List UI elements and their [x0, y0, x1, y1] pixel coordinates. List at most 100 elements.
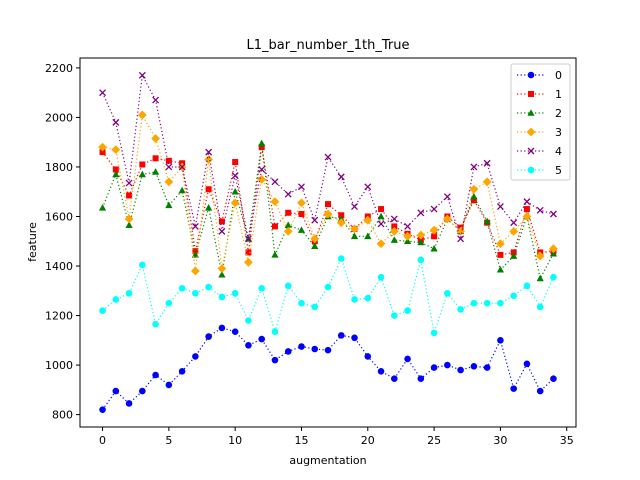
legend-marker [527, 166, 535, 174]
data-point [376, 239, 386, 249]
data-point [523, 206, 530, 213]
data-point [139, 261, 146, 269]
legend-marker [527, 147, 535, 155]
y-axis: 800 1000 1200 1400 1600 1800 2000 2200 [45, 62, 80, 422]
data-point [324, 283, 332, 291]
data-point [298, 183, 305, 191]
data-point [137, 110, 147, 120]
data-point [165, 381, 173, 389]
data-point [139, 387, 146, 395]
data-point [204, 155, 214, 164]
data-point [337, 173, 345, 181]
data-point [205, 148, 213, 156]
data-point [549, 244, 558, 254]
legend-marker [527, 109, 535, 116]
data-point [535, 251, 545, 261]
data-point [218, 227, 226, 235]
data-point [125, 179, 133, 187]
chart-title: L1_bar_number_1th_True [246, 38, 409, 53]
legend-entry-2: 2 [517, 107, 562, 120]
data-point [390, 215, 398, 223]
data-point [550, 273, 557, 281]
legend-label: 3 [555, 126, 562, 139]
data-point [124, 214, 134, 224]
data-point [138, 170, 146, 178]
data-point [403, 231, 412, 241]
data-point [483, 217, 491, 225]
data-point [364, 294, 372, 302]
data-point [470, 363, 478, 370]
data-point [470, 163, 478, 171]
data-point [324, 346, 332, 354]
data-point [231, 172, 239, 180]
legend-label: 2 [555, 107, 562, 120]
data-point [470, 299, 478, 307]
data-point [112, 118, 120, 126]
data-point [364, 232, 372, 240]
data-point [205, 333, 212, 340]
data-point [152, 155, 159, 162]
series-3 [98, 110, 558, 276]
x-tick-label: 10 [228, 434, 242, 447]
data-point [230, 198, 240, 208]
data-point [311, 242, 319, 250]
data-point [429, 225, 439, 235]
data-point [271, 328, 279, 335]
data-point [205, 186, 212, 193]
data-point [351, 203, 358, 211]
data-point [191, 222, 199, 230]
y-tick-label: 1200 [45, 310, 73, 323]
data-point [523, 198, 531, 206]
data-point [377, 220, 385, 228]
data-point [311, 216, 319, 224]
x-tick-label: 5 [165, 434, 172, 447]
data-point [470, 197, 477, 204]
data-point [258, 139, 266, 147]
data-point [457, 235, 465, 243]
data-point [430, 329, 438, 337]
data-point [152, 320, 159, 328]
data-point [218, 293, 226, 301]
data-point [404, 355, 411, 363]
data-point [444, 289, 451, 297]
data-point [483, 364, 491, 371]
data-point [378, 206, 385, 213]
data-point [284, 221, 292, 228]
data-point [218, 218, 225, 225]
legend-marker [528, 91, 534, 97]
data-point [165, 157, 172, 164]
data-point [165, 299, 173, 307]
data-point [205, 204, 213, 211]
data-point [245, 317, 252, 324]
data-point [404, 222, 412, 230]
data-point [549, 210, 557, 218]
data-point [231, 187, 239, 195]
data-point [112, 296, 120, 303]
data-point [350, 224, 359, 234]
y-tick-label: 2200 [45, 62, 73, 75]
series-0 [99, 324, 557, 413]
data-point [522, 212, 532, 221]
y-tick-label: 1600 [45, 210, 73, 223]
data-point [497, 299, 504, 307]
data-point [416, 230, 426, 240]
data-point [311, 345, 319, 353]
data-point [417, 256, 425, 264]
data-point [377, 273, 385, 281]
data-point [126, 192, 133, 199]
data-point [523, 282, 531, 290]
data-point [271, 178, 279, 186]
data-point [164, 177, 174, 187]
data-point [192, 289, 199, 297]
data-point [430, 205, 438, 213]
data-point [178, 285, 186, 292]
data-point [99, 307, 106, 314]
legend-entry-0: 0 [517, 69, 562, 82]
data-point [536, 206, 544, 214]
y-axis-label: feature [26, 222, 39, 262]
x-tick-label: 35 [560, 434, 574, 447]
data-point [417, 375, 425, 383]
y-tick-label: 800 [52, 409, 73, 422]
series-2 [98, 139, 558, 282]
series-line-5 [102, 256, 555, 334]
